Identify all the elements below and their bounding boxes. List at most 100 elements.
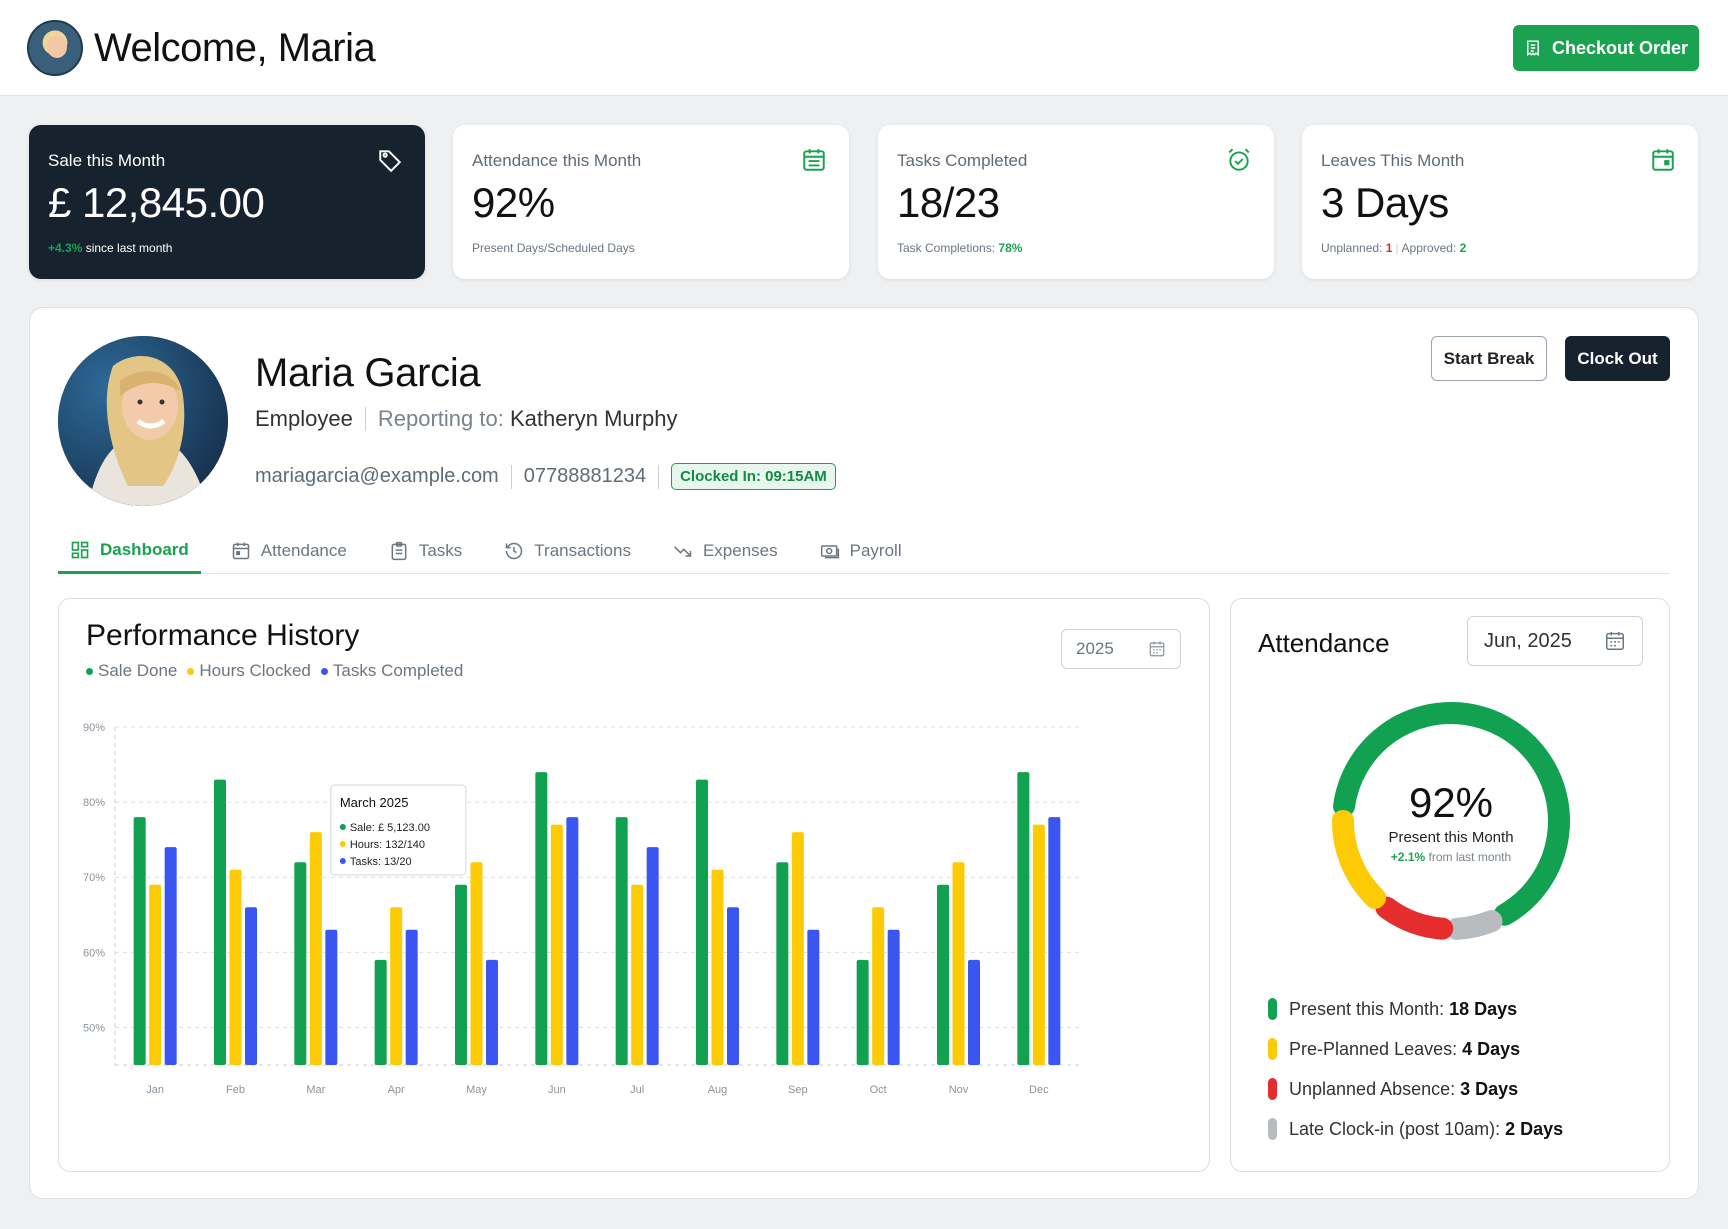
- tasks-stat-card: Tasks Completed 18/23 Task Completions: …: [878, 125, 1274, 279]
- legend-value: 2 Days: [1505, 1118, 1564, 1139]
- bar-tasks-completed: [566, 817, 579, 1065]
- tag-icon: [379, 150, 402, 173]
- calendar-icon: [232, 542, 250, 560]
- portrait-image: [58, 336, 228, 506]
- bar-hours-clocked: [390, 907, 403, 1065]
- reporting-manager[interactable]: Katheryn Murphy: [509, 406, 678, 431]
- stat-footnote-text: since last month: [85, 241, 173, 255]
- tooltip-line: Sale: £ 5,123.00: [350, 822, 430, 834]
- stat-percent: 78%: [998, 241, 1023, 255]
- bar-tasks-completed: [1048, 817, 1061, 1065]
- x-tick-label: Feb: [226, 1084, 245, 1096]
- approved-count: 2: [1459, 241, 1467, 255]
- attendance-change-text: from last month: [1428, 849, 1512, 864]
- bar-hours-clocked: [550, 824, 563, 1065]
- tab-label: Dashboard: [100, 539, 189, 559]
- stat-value: 18/23: [897, 179, 1000, 226]
- attendance-legend-item: Unplanned Absence: 3 Days: [1268, 1069, 1563, 1109]
- tooltip-dot: [339, 858, 346, 864]
- history-icon: [506, 542, 523, 560]
- tab-expenses[interactable]: Expenses: [661, 528, 790, 574]
- user-avatar[interactable]: [27, 20, 83, 76]
- attendance-stat-card: Attendance this Month 92% Present Days/S…: [453, 125, 849, 279]
- stat-change: +4.3%: [48, 241, 83, 255]
- attendance-percent: 92%: [1408, 778, 1494, 826]
- start-break-button[interactable]: Start Break: [1431, 336, 1547, 381]
- stat-value: £ 12,845.00: [48, 179, 265, 226]
- bar-tasks-completed: [887, 929, 900, 1065]
- money-icon: [820, 545, 839, 559]
- bar-sale-done: [856, 959, 869, 1065]
- legend-item: Tasks Completed: [320, 661, 463, 681]
- clock-out-button[interactable]: Clock Out: [1565, 336, 1670, 381]
- legend-label: Present this Month:: [1289, 998, 1445, 1019]
- bar-sale-done: [374, 959, 387, 1065]
- tab-attendance[interactable]: Attendance: [219, 528, 359, 574]
- performance-title: Performance History: [86, 619, 360, 652]
- tab-label: Tasks: [418, 541, 463, 560]
- year-picker[interactable]: 2025: [1061, 629, 1181, 669]
- employee-role-line: Employee Reporting to: Katheryn Murphy: [255, 406, 677, 432]
- unplanned-count: 1: [1385, 241, 1393, 255]
- employee-phone[interactable]: 07788881234: [523, 465, 647, 487]
- bar-tasks-completed: [727, 907, 739, 1065]
- employee-email[interactable]: mariagarcia@example.com: [255, 465, 499, 487]
- month-picker[interactable]: Jun, 2025: [1467, 616, 1643, 666]
- donut-segment-late-clock-in-post-am: [1332, 702, 1570, 940]
- employee-role: Employee: [255, 406, 353, 431]
- stat-title: Tasks Completed: [897, 151, 1028, 170]
- x-tick-label: Dec: [1029, 1084, 1049, 1096]
- legend-label: Sale Done: [98, 661, 178, 680]
- bar-tasks-completed: [164, 847, 177, 1065]
- checkout-order-label: Checkout Order: [1551, 37, 1689, 58]
- calendar-icon: [1652, 149, 1674, 171]
- legend-swatch: [1268, 1118, 1277, 1140]
- tooltip-line: Hours: 132/140: [350, 839, 425, 851]
- tooltip-line: Tasks: 13/20: [350, 856, 412, 868]
- y-tick-label: 50%: [83, 1022, 105, 1034]
- stat-footnote: +4.3% since last month: [48, 241, 406, 255]
- tab-tasks[interactable]: Tasks: [377, 528, 474, 574]
- leaves-stat-card: Leaves This Month 3 Days Unplanned: 1 | Ap…: [1302, 125, 1698, 279]
- legend-value: 4 Days: [1462, 1038, 1521, 1059]
- x-tick-label: Aug: [708, 1084, 728, 1096]
- trend-down-icon: [674, 546, 692, 557]
- bar-sale-done: [133, 817, 146, 1065]
- bar-tasks-completed: [405, 929, 418, 1065]
- donut-segment-present-this-month: [1332, 702, 1570, 940]
- x-tick-label: Sep: [788, 1084, 808, 1096]
- welcome-heading: Welcome, Maria: [94, 26, 376, 70]
- x-tick-label: Jun: [548, 1084, 566, 1096]
- bar-tasks-completed: [646, 847, 659, 1065]
- stat-title: Leaves This Month: [1321, 151, 1465, 170]
- x-tick-label: Apr: [388, 1084, 405, 1096]
- sales-stat-card: Sale this Month £ 12,845.00 +4.3% since …: [29, 125, 425, 279]
- tab-payroll[interactable]: Payroll: [808, 528, 914, 574]
- top-bar: Welcome, Maria Checkout Order: [0, 0, 1728, 96]
- bar-tasks-completed: [807, 929, 820, 1065]
- x-tick-label: Nov: [949, 1084, 969, 1096]
- checkout-order-button[interactable]: Checkout Order: [1513, 25, 1699, 71]
- legend-label: Hours Clocked: [199, 661, 311, 680]
- chart-legend: Sale Done Hours Clocked Tasks Completed: [86, 661, 463, 681]
- alarm-check-icon: [1228, 148, 1250, 171]
- legend-value: 18 Days: [1449, 998, 1518, 1019]
- y-tick-label: 90%: [83, 722, 105, 734]
- tab-transactions[interactable]: Transactions: [492, 528, 643, 574]
- chart-tooltip: [330, 784, 467, 876]
- stat-footnote: Task Completions: 78%: [897, 241, 1255, 255]
- calendar-icon: [1149, 641, 1165, 657]
- attendance-title: Attendance: [1258, 628, 1390, 658]
- tab-label: Attendance: [260, 541, 347, 560]
- tab-dashboard[interactable]: Dashboard: [58, 528, 201, 574]
- stat-title: Attendance this Month: [472, 151, 642, 170]
- divider: [658, 464, 660, 489]
- stat-footnote-text: Task Completions:: [897, 241, 996, 255]
- grid-icon: [71, 541, 89, 558]
- bar-hours-clocked: [872, 907, 885, 1065]
- attendance-center-label: Present this Month: [1388, 828, 1514, 846]
- bar-hours-clocked: [1032, 824, 1045, 1065]
- legend-swatch: [1268, 998, 1277, 1020]
- bar-tasks-completed: [968, 959, 980, 1065]
- stat-value: 92%: [472, 179, 555, 226]
